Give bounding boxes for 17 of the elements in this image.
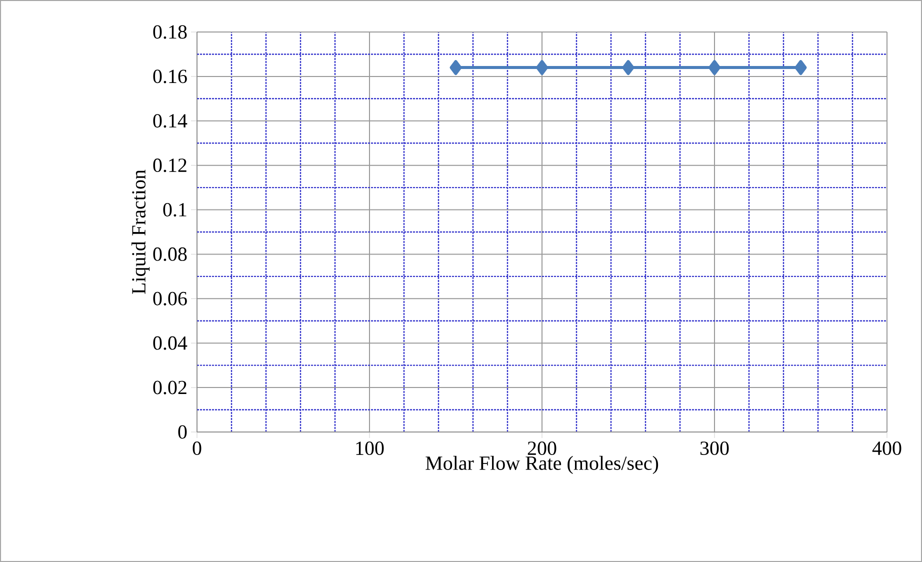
y-tick-label: 0.14: [153, 114, 188, 128]
x-tick-label: 400: [872, 442, 902, 456]
y-tick-label: 0.08: [153, 247, 187, 262]
x-axis-title: Molar Flow Rate (moles/sec): [426, 456, 658, 474]
x-tick-label: 300: [700, 442, 729, 456]
y-tick-label: 0.06: [153, 292, 187, 306]
y-tick-label: 0: [178, 425, 187, 439]
y-tick-label: 0.12: [153, 158, 186, 172]
x-tick-label: 0: [192, 442, 202, 456]
y-tick-label: 0.02: [153, 380, 186, 394]
y-axis-title: Liquid Fraction: [131, 170, 150, 294]
y-tick-label: 0.04: [153, 336, 188, 350]
y-tick-label: 0.18: [153, 25, 187, 39]
x-tick-label: 200: [528, 442, 556, 456]
y-tick-label: 0.16: [153, 70, 187, 84]
x-tick-label: 100: [356, 442, 384, 456]
y-tick-label: 0.1: [163, 202, 186, 217]
